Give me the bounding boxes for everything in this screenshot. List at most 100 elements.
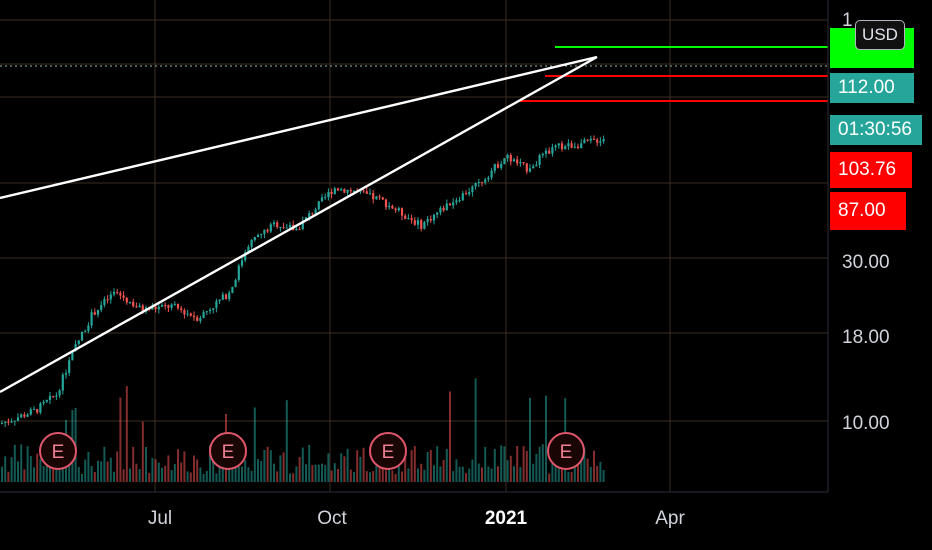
- volume-bar: [474, 378, 477, 482]
- candle-body: [199, 317, 202, 321]
- candle-body: [324, 197, 327, 199]
- volume-bar: [26, 446, 29, 482]
- candle-body: [589, 138, 592, 141]
- candle-body: [343, 189, 346, 193]
- price-levels[interactable]: [520, 46, 828, 102]
- candle-body: [42, 401, 45, 404]
- earnings-marker-label: E: [52, 442, 65, 463]
- volume-bar: [401, 471, 403, 482]
- price-axis-label-10: 10.00: [842, 413, 890, 434]
- candle-body: [394, 208, 397, 211]
- volume-bar: [455, 459, 458, 482]
- price-badge-112: 112.00: [830, 73, 914, 103]
- candle-body: [352, 190, 356, 192]
- candle-body: [157, 306, 160, 310]
- volume-bar: [253, 407, 256, 482]
- volume-bar: [317, 464, 320, 482]
- candle-body: [474, 182, 477, 187]
- volume-bar: [385, 470, 387, 482]
- volume-bars: [1, 378, 605, 482]
- volume-bar: [388, 458, 391, 482]
- candle-body: [276, 222, 279, 228]
- volume-bar: [343, 456, 346, 482]
- candle-body: [602, 139, 605, 142]
- volume-bar: [340, 453, 343, 482]
- volume-bar: [10, 457, 13, 482]
- candle-body: [477, 182, 480, 184]
- volume-bar: [308, 444, 311, 482]
- candle-body: [586, 139, 589, 141]
- candle-body: [247, 246, 250, 253]
- candle-body: [317, 201, 320, 210]
- volume-bar: [295, 466, 298, 482]
- earnings-marker-label: E: [222, 442, 235, 463]
- volume-bar: [452, 471, 455, 482]
- candle-body: [320, 197, 324, 202]
- volume-bar: [212, 444, 215, 482]
- candle-body: [340, 189, 343, 191]
- volume-bar: [122, 469, 125, 482]
- earnings-marker[interactable]: E: [369, 432, 407, 470]
- volume-bar: [97, 460, 99, 482]
- volume-bar: [493, 449, 496, 482]
- volume-bar: [583, 448, 586, 482]
- candle-body: [554, 145, 557, 148]
- volume-bar: [458, 466, 461, 482]
- volume-bar: [567, 471, 570, 482]
- candle-body: [269, 224, 272, 232]
- candle-body: [397, 208, 400, 211]
- volume-bar: [509, 455, 512, 482]
- volume-bar: [314, 464, 317, 482]
- volume-bar: [487, 466, 490, 482]
- candle-body: [250, 239, 253, 247]
- volume-bar: [135, 463, 138, 482]
- candle-body: [429, 219, 432, 221]
- volume-bar: [106, 461, 109, 482]
- candle-body: [490, 170, 493, 178]
- candle-body: [87, 325, 90, 332]
- earnings-marker-circle: [369, 432, 407, 470]
- volume-bar: [522, 446, 525, 482]
- volume-bar: [420, 463, 423, 482]
- candle-body: [116, 291, 119, 293]
- earnings-marker[interactable]: E: [547, 432, 585, 470]
- candle-body: [336, 188, 340, 191]
- volume-bar: [193, 455, 195, 482]
- candle-body: [327, 192, 330, 198]
- volume-bar: [305, 464, 307, 482]
- candle-body: [349, 189, 352, 192]
- candle-body: [573, 146, 576, 148]
- candle-body: [183, 310, 186, 315]
- candle-body: [106, 299, 109, 301]
- volume-bar: [4, 456, 7, 482]
- candle-body: [231, 286, 234, 293]
- volume-bar: [532, 463, 535, 482]
- volume-bar: [205, 471, 208, 482]
- earnings-marker[interactable]: E: [39, 432, 77, 470]
- volume-bar: [359, 456, 362, 482]
- currency-button[interactable]: USD: [855, 20, 905, 50]
- candle-body: [298, 228, 301, 230]
- volume-bar: [394, 473, 397, 482]
- candle-body: [282, 226, 285, 228]
- candle-body: [135, 306, 138, 308]
- candle-body: [548, 150, 551, 154]
- candle-body: [570, 143, 573, 148]
- volume-bar: [180, 462, 183, 482]
- wedge-lower-trendline: [0, 55, 598, 394]
- candle-body: [154, 306, 157, 310]
- candle-body: [285, 227, 288, 229]
- trendlines[interactable]: [0, 55, 598, 394]
- earnings-marker[interactable]: E: [209, 432, 247, 470]
- volume-bar: [189, 472, 192, 482]
- volume-bar: [525, 450, 528, 482]
- volume-bar: [429, 450, 432, 482]
- candle-body: [541, 153, 544, 156]
- candle-body: [202, 312, 205, 318]
- volume-bar: [164, 465, 167, 482]
- price-axis-label-30: 30.00: [842, 252, 890, 273]
- candle-body: [407, 218, 410, 220]
- volume-bar: [545, 395, 547, 482]
